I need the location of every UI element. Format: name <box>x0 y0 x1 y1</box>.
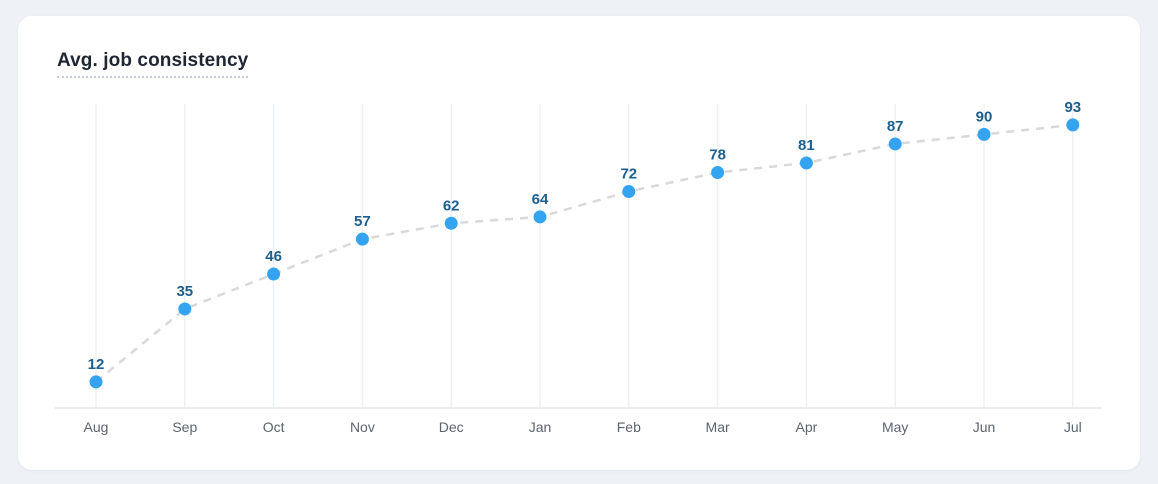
x-axis-label: Jan <box>529 419 552 435</box>
avg-job-consistency-card: Avg. job consistency 12 Aug 35 Sep 46 Oct 57 No… <box>18 16 1140 470</box>
point-value-label: 57 <box>354 213 371 230</box>
point-value-label: 87 <box>887 118 904 135</box>
data-point-dot[interactable] <box>622 185 636 199</box>
data-point-dot[interactable] <box>888 137 902 151</box>
data-point-dot[interactable] <box>178 302 192 316</box>
x-axis-label: Apr <box>796 419 818 435</box>
point-value-label: 35 <box>176 283 193 300</box>
data-point-dot[interactable] <box>1066 118 1080 132</box>
data-point-dot[interactable] <box>799 156 813 170</box>
x-axis-label: Jul <box>1064 419 1082 435</box>
point-value-label: 12 <box>88 356 105 373</box>
data-point-dot[interactable] <box>267 267 281 281</box>
data-point-dot[interactable] <box>444 216 458 230</box>
trend-line <box>95 123 1073 383</box>
x-axis-label: Aug <box>84 419 109 435</box>
point-value-label: 46 <box>265 248 282 265</box>
data-point-dot[interactable] <box>533 210 547 224</box>
point-value-label: 62 <box>443 197 460 214</box>
x-axis-label: Jun <box>973 419 996 435</box>
data-point-dot[interactable] <box>711 166 725 180</box>
point-value-label: 64 <box>532 191 549 208</box>
point-value-label: 93 <box>1064 99 1081 116</box>
x-axis-label: Oct <box>263 419 285 435</box>
point-value-label: 78 <box>709 147 726 164</box>
x-axis-label: Sep <box>172 419 197 435</box>
chart-title[interactable]: Avg. job consistency <box>57 50 249 78</box>
x-axis-label: Nov <box>350 419 375 435</box>
point-value-label: 90 <box>976 108 993 125</box>
x-axis-label: May <box>882 419 908 435</box>
x-axis-label: Dec <box>439 419 464 435</box>
point-value-label: 81 <box>798 137 815 154</box>
x-axis-label: Mar <box>706 419 730 435</box>
data-point-dot[interactable] <box>89 375 103 389</box>
x-axis-label: Feb <box>617 419 641 435</box>
point-value-label: 72 <box>620 166 637 183</box>
data-point-dot[interactable] <box>977 127 991 141</box>
line-chart: 12 Aug 35 Sep 46 Oct 57 Nov 62 Dec 64 Jan 72 Feb 78 Mar… <box>55 99 1102 435</box>
data-point-dot[interactable] <box>355 232 369 246</box>
